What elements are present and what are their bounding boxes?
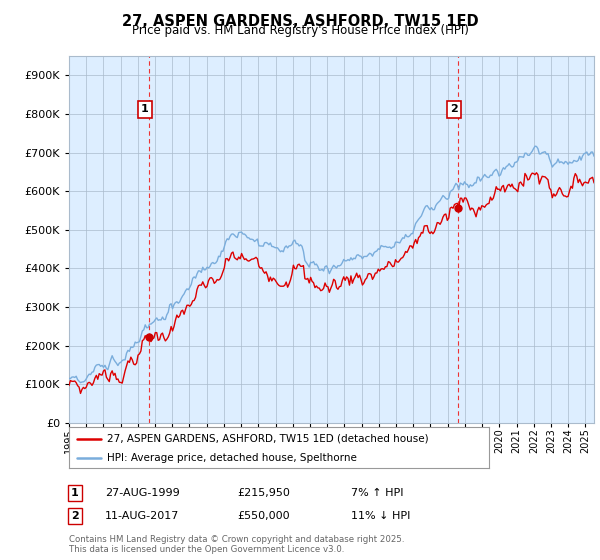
Text: £550,000: £550,000: [237, 511, 290, 521]
Text: 11-AUG-2017: 11-AUG-2017: [105, 511, 179, 521]
Text: Price paid vs. HM Land Registry's House Price Index (HPI): Price paid vs. HM Land Registry's House …: [131, 24, 469, 37]
Text: 1: 1: [71, 488, 79, 498]
Text: HPI: Average price, detached house, Spelthorne: HPI: Average price, detached house, Spel…: [107, 452, 356, 463]
Text: 11% ↓ HPI: 11% ↓ HPI: [351, 511, 410, 521]
Text: 27, ASPEN GARDENS, ASHFORD, TW15 1ED (detached house): 27, ASPEN GARDENS, ASHFORD, TW15 1ED (de…: [107, 433, 428, 444]
Text: 27, ASPEN GARDENS, ASHFORD, TW15 1ED: 27, ASPEN GARDENS, ASHFORD, TW15 1ED: [122, 14, 478, 29]
Text: Contains HM Land Registry data © Crown copyright and database right 2025.
This d: Contains HM Land Registry data © Crown c…: [69, 535, 404, 554]
Text: 7% ↑ HPI: 7% ↑ HPI: [351, 488, 404, 498]
Text: 1: 1: [141, 104, 149, 114]
Text: £215,950: £215,950: [237, 488, 290, 498]
Text: 2: 2: [71, 511, 79, 521]
Text: 27-AUG-1999: 27-AUG-1999: [105, 488, 180, 498]
Text: 2: 2: [450, 104, 458, 114]
